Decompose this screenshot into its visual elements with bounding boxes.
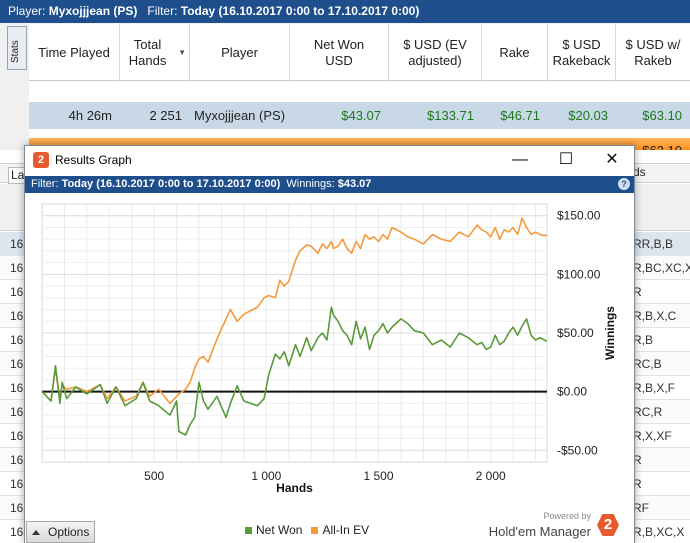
y-tick-label: -$50.00 (557, 443, 598, 457)
list-item-actions: RC,R (633, 405, 663, 419)
list-item-date: 16 (10, 285, 24, 299)
y-tick-label: $150.00 (557, 209, 601, 223)
column-header-player[interactable]: Player (190, 24, 290, 81)
cell-net-won: $43.07 (341, 108, 381, 123)
cell-time-played: 4h 26m (68, 108, 112, 123)
column-header-ev-adjusted[interactable]: $ USD (EV adjusted) (389, 24, 482, 81)
graph-winnings-label: Winnings: (286, 178, 335, 190)
x-tick-label: 2 000 (476, 469, 506, 483)
y-tick-label: $0.00 (557, 385, 587, 399)
column-header-with-rakeback[interactable]: $ USD w/ Rakeb (625, 36, 681, 68)
list-item-actions: R,BC,XC,X (633, 261, 690, 275)
table-row[interactable]: 4h 26m 2 251 Myxojjjean (PS) $43.07 $133… (29, 102, 690, 129)
filter-label: Filter: (147, 4, 178, 18)
options-label: Options (48, 525, 90, 539)
graph-filter-bar: Filter: Today (16.10.2017 0:00 to 17.10.… (25, 176, 634, 193)
stats-tab[interactable]: Stats (7, 26, 27, 70)
list-item-actions: R,B (633, 333, 654, 347)
list-item-date: 16 (10, 357, 24, 371)
list-item-date: 16 (10, 501, 24, 515)
powered-by-text: Powered by (543, 511, 591, 521)
cell-rakeback: $20.03 (568, 108, 608, 123)
list-item-actions: RC,B (633, 357, 662, 371)
list-item-date: 16 (10, 477, 24, 491)
legend-swatch-all-in-ev (311, 526, 319, 534)
y-tick-label: $50.00 (557, 326, 594, 340)
list-item-date: 16 (10, 525, 24, 539)
graph-footer: Options Net Won All-In EV Powered by Hol… (25, 496, 634, 543)
list-item-date: 16 (10, 453, 24, 467)
list-item-date: 16 (10, 429, 24, 443)
stats-grid: Time Played Total Hands ▼ Player Net Won … (29, 24, 690, 162)
grid-header: Time Played Total Hands ▼ Player Net Won … (29, 24, 690, 81)
window-titlebar[interactable]: 2 Results Graph — ☐ ✕ (25, 146, 634, 175)
filter-value: Today (16.10.2017 0:00 to 17.10.2017 0:0… (180, 4, 420, 18)
window-title: Results Graph (55, 153, 132, 167)
cell-player: Myxojjjean (PS) (194, 108, 286, 123)
column-header-rake[interactable]: Rake (482, 24, 548, 81)
list-item-actions: R,B,X,F (633, 381, 676, 395)
hands-panel-label: ds (633, 165, 646, 179)
column-header-net-won[interactable]: Net Won USD (290, 24, 389, 81)
sort-desc-icon: ▼ (178, 47, 186, 57)
results-chart: 500 1 000 1 500 2 000 -$50.00 $0.00 $50.00 $100… (41, 203, 617, 494)
results-graph-window: 2 Results Graph — ☐ ✕ Filter: Today (16.… (24, 145, 635, 543)
list-item-date: 16 (10, 261, 24, 275)
column-header-rakeback[interactable]: $ USD Rakeback (548, 24, 616, 81)
list-item-actions: R,B,XC,X (633, 525, 685, 539)
list-item-date: 16 (10, 237, 24, 251)
graph-filter-label: Filter: (31, 178, 59, 190)
cell-rake: $46.71 (500, 108, 540, 123)
player-label: Player: (8, 4, 46, 18)
list-item-actions: R (633, 477, 642, 491)
list-item-actions: R (633, 285, 642, 299)
cell-ev-adjusted: $133.71 (427, 108, 474, 123)
x-tick-label: 1 500 (364, 469, 394, 483)
brand-name: Hold'em Manager (488, 524, 591, 539)
cell-total-hands: 2 251 (149, 108, 182, 123)
list-item-date: 16 (10, 381, 24, 395)
graph-filter-value: Today (16.10.2017 0:00 to 17.10.2017 0:0… (61, 178, 281, 190)
series-all-in-ev-line (41, 217, 548, 405)
graph-winnings-value: $43.07 (337, 178, 372, 190)
list-item-date: 16 (10, 405, 24, 419)
brand-block: Powered by Hold'em Manager 2 (489, 508, 625, 542)
caret-up-icon (32, 529, 40, 535)
list-item-actions: RR,B,B (633, 237, 674, 251)
legend-item-all-in-ev[interactable]: All-In EV (311, 523, 369, 537)
series-net-won-line (41, 306, 548, 436)
app-logo-icon: 2 (33, 152, 49, 168)
stats-tab-label: Stats (10, 40, 21, 63)
list-item-actions: R,X,XF (633, 429, 672, 443)
maximize-button[interactable]: ☐ (558, 151, 574, 168)
column-header-total-hands[interactable]: Total Hands ▼ (120, 24, 190, 81)
chart-legend: Net Won All-In EV (245, 523, 369, 537)
help-icon[interactable]: ? (618, 178, 630, 190)
x-tick-label: 500 (144, 469, 164, 483)
x-axis-title: Hands (276, 481, 313, 494)
list-item-date: 16 (10, 333, 24, 347)
close-button[interactable]: ✕ (605, 151, 619, 168)
brand-logo-icon: 2 (597, 514, 619, 536)
y-axis-title: Winnings (603, 306, 617, 360)
column-header-time-played[interactable]: Time Played (29, 24, 120, 81)
y-tick-label: $100.00 (557, 267, 601, 281)
player-name: Myxojjjean (PS) (48, 4, 138, 18)
options-button[interactable]: Options (26, 521, 95, 543)
legend-item-net-won[interactable]: Net Won (245, 523, 302, 537)
x-tick-label: 1 000 (251, 469, 281, 483)
top-filter-bar: Player: Myxojjjean (PS) Filter: Today (1… (0, 0, 690, 23)
hands-panel-dropdown[interactable]: La (8, 167, 28, 184)
cell-with-rakeback: $63.10 (642, 108, 682, 123)
minimize-button[interactable]: — (512, 151, 528, 168)
list-item-actions: R,B,X,C (633, 309, 677, 323)
list-item-actions: R (633, 453, 642, 467)
list-item-date: 16 (10, 309, 24, 323)
legend-swatch-net-won (245, 526, 252, 534)
list-item-actions: RF (633, 501, 649, 515)
